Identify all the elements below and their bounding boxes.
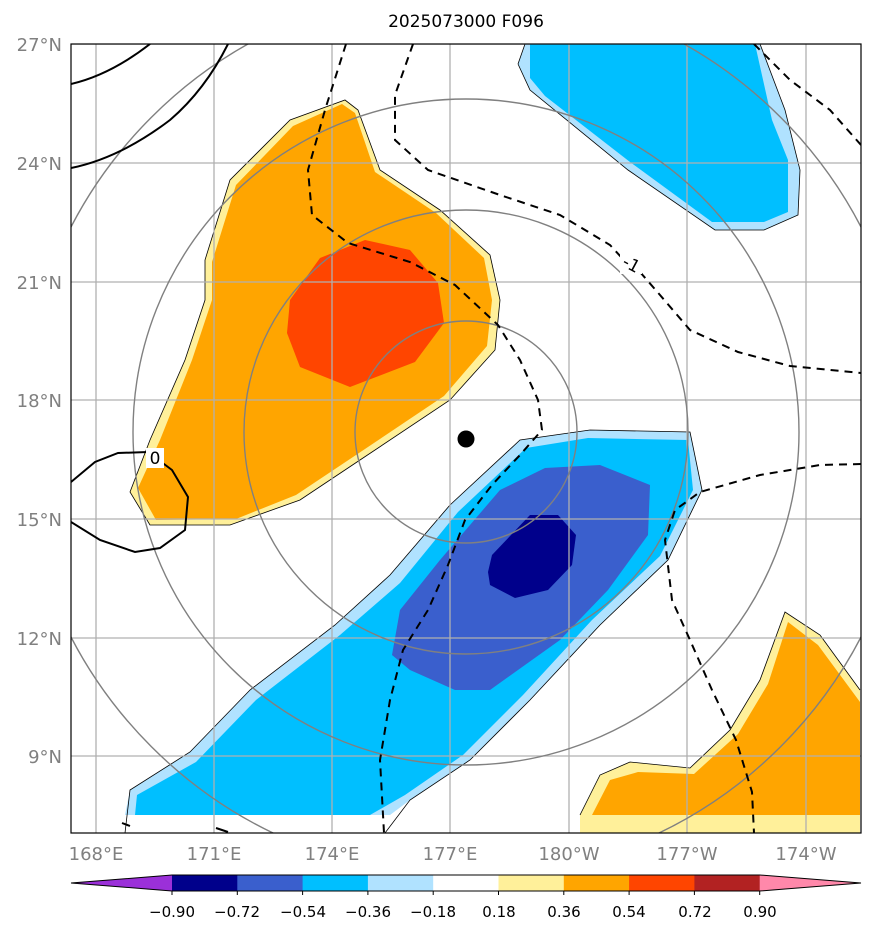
lat-label: 9°N: [28, 747, 62, 768]
range-rings: [71, 44, 861, 833]
colorbar-segment: [172, 875, 238, 891]
positive-anomaly-southeast: [580, 612, 860, 833]
colorbar-tick-label: 0.54: [612, 903, 645, 921]
colorbar-segment: [629, 875, 695, 891]
colorbar-tick-label: 0.90: [743, 903, 776, 921]
colorbar-tick-label: −0.36: [345, 903, 391, 921]
colorbar-segment: [563, 875, 630, 891]
lat-label: 21°N: [17, 273, 62, 294]
lon-label: 171°E: [187, 844, 242, 865]
lon-label: 168°E: [69, 844, 124, 865]
longitude-labels: 168°E 171°E 174°E 177°E 180°W 177°W 174°…: [69, 844, 837, 865]
colorbar-tick-label: −0.54: [280, 903, 326, 921]
colorbar-segment: [367, 875, 434, 891]
lon-label: 174°E: [305, 844, 360, 865]
colorbar: [70, 874, 862, 895]
colorbar-extend-low: [71, 875, 172, 891]
lat-label: 18°N: [17, 391, 62, 412]
lon-label: 177°W: [656, 844, 717, 865]
lon-label: 174°W: [775, 844, 836, 865]
colorbar-tick-labels: −0.90 −0.72 −0.54 −0.36 −0.18 0.18 0.36 …: [149, 903, 777, 921]
map-frame: [70, 43, 862, 834]
colorbar-segment: [302, 875, 369, 891]
solid-contours: [71, 44, 229, 833]
colorbar-segment: [237, 875, 304, 891]
latitude-labels: 27°N 24°N 21°N 18°N 15°N 12°N 9°N: [17, 35, 62, 768]
colorbar-tick-label: −0.72: [214, 903, 260, 921]
lat-label: 12°N: [17, 629, 62, 650]
colorbar-extend-high: [759, 875, 861, 891]
negative-anomaly-northeast: [518, 44, 800, 230]
contour-label-bg-minus-one: [620, 254, 642, 274]
map-plot-area: 0 -1: [71, 44, 861, 833]
colorbar-tick-label: −0.90: [149, 903, 195, 921]
lon-label: 180°W: [538, 844, 599, 865]
storm-center-dot: [457, 430, 475, 448]
lat-label: 24°N: [17, 154, 62, 175]
dashed-contours: [306, 44, 861, 833]
anomaly-outline: [124, 44, 861, 833]
positive-anomaly-west: [130, 100, 500, 525]
lat-label: 27°N: [17, 35, 62, 56]
graticule: [71, 44, 861, 833]
colorbar-tick-label: 0.72: [678, 903, 711, 921]
lon-label: 177°E: [423, 844, 478, 865]
map-title: 2025073000 F096: [388, 12, 544, 32]
colorbar-segment: [498, 875, 565, 891]
contour-label-zero: 0: [150, 449, 161, 469]
colorbar-tick-label: −0.18: [410, 903, 456, 921]
lat-label: 15°N: [17, 510, 62, 531]
colorbar-segment: [694, 875, 761, 891]
colorbar-tick-label: 0.36: [547, 903, 580, 921]
contour-label-bg-zero: [146, 448, 164, 468]
colorbar-segment: [433, 875, 499, 891]
negative-anomaly-south: [125, 430, 702, 815]
colorbar-tick-label: 0.18: [482, 903, 515, 921]
